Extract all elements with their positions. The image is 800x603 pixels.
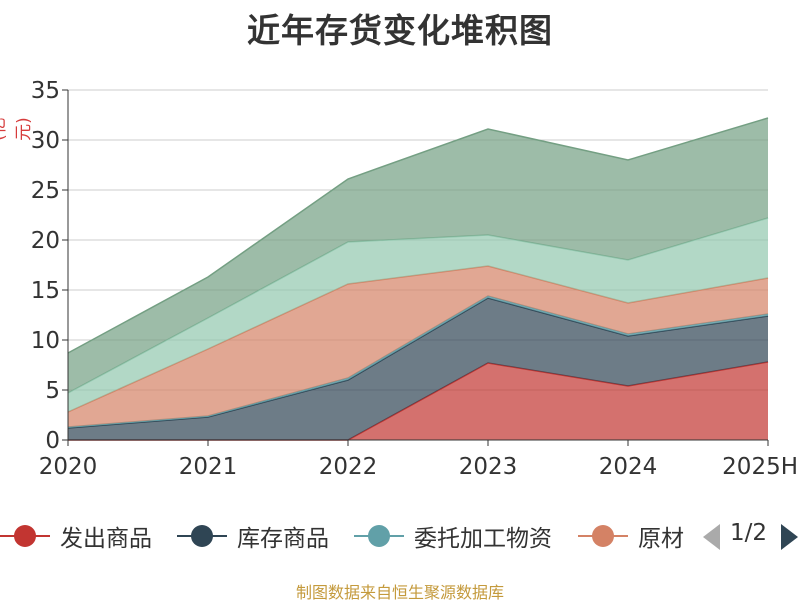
legend-next-page-icon[interactable] — [781, 524, 798, 550]
series-area-3 — [68, 266, 768, 427]
series-area-0 — [68, 362, 768, 440]
legend-clip-region: 原材料 — [578, 516, 684, 556]
series-area-1 — [68, 298, 768, 440]
y-axis-unit-label: (亿元) — [0, 117, 34, 141]
legend-item-fachu[interactable]: 发出商品 — [0, 516, 152, 556]
legend-page-indicator: 1/2 — [730, 520, 768, 546]
y-tick-label: 35 — [31, 78, 60, 104]
y-tick-label: 30 — [31, 128, 60, 154]
y-tick-label: 15 — [31, 278, 60, 304]
x-tick-label: 2023 — [459, 454, 518, 480]
series-area-5 — [68, 118, 768, 393]
legend-item-kucun[interactable]: 库存商品 — [177, 516, 329, 556]
legend-item-yuancailiao[interactable]: 原材料 — [578, 516, 684, 556]
x-tick-label: 2024 — [599, 454, 658, 480]
legend-label: 委托加工物资 — [414, 526, 552, 552]
source-note: 制图数据来自恒生聚源数据库 — [295, 583, 504, 602]
legend-label: 原材料 — [638, 526, 684, 552]
y-tick-label: 20 — [31, 228, 60, 254]
legend-label: 发出商品 — [60, 526, 152, 552]
y-tick-label: 5 — [45, 378, 60, 404]
chart-title: 近年存货变化堆积图 — [247, 11, 553, 50]
legend-marker-dot — [592, 525, 614, 547]
y-tick-label: 25 — [31, 178, 60, 204]
y-tick-label: 0 — [45, 428, 60, 454]
x-tick-label: 2022 — [319, 454, 378, 480]
series-area-4 — [68, 218, 768, 412]
legend-label: 库存商品 — [237, 526, 329, 552]
legend-marker-dot — [14, 525, 36, 547]
x-tick-label: 2021 — [179, 454, 238, 480]
legend-marker-icon — [177, 516, 227, 556]
series-areas — [67, 117, 769, 441]
series-line-5 — [67, 117, 769, 354]
legend-marker-icon — [354, 516, 404, 556]
x-tick-label: 2020 — [39, 454, 98, 480]
x-tick-label: 2025H — [722, 454, 798, 480]
legend: 发出商品 库存商品 委托加工物资 原材料 1/2 — [0, 516, 800, 556]
axes — [62, 89, 769, 446]
tick-labels: 0 5 10 15 20 25 30 35 2020 2021 2022 2023 2024 2025H — [31, 78, 798, 480]
y-tick-label: 10 — [31, 328, 60, 354]
legend-marker-icon — [0, 516, 50, 556]
legend-marker-dot — [191, 525, 213, 547]
legend-marker-dot — [368, 525, 390, 547]
legend-item-weituo[interactable]: 委托加工物资 — [354, 516, 552, 556]
legend-prev-page-icon[interactable] — [703, 524, 720, 550]
legend-marker-icon — [578, 516, 628, 556]
